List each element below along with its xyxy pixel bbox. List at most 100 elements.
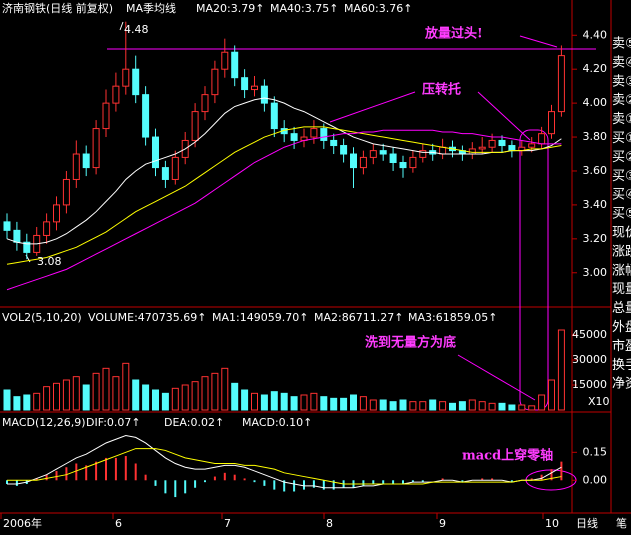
candle-body xyxy=(3,221,11,231)
sidebar-label: 买⑤ xyxy=(612,207,631,222)
volume-bar xyxy=(409,401,417,411)
annotation: 放量过头! xyxy=(424,26,483,42)
candle-body xyxy=(53,204,60,223)
indicator-line xyxy=(6,97,562,245)
sidebar-label: 卖③ xyxy=(612,74,631,89)
candle-body xyxy=(330,139,338,147)
annotation: 洗到无量方为底 xyxy=(365,335,456,351)
y-tick-label: 45000 xyxy=(572,328,607,341)
volume-bar xyxy=(439,401,447,411)
legend-entry: DIF:0.07↑ xyxy=(86,416,141,429)
annotation: 压转托 xyxy=(422,82,461,98)
volume-bar xyxy=(62,379,70,411)
candle-body xyxy=(340,145,348,155)
candle-body xyxy=(290,133,298,141)
volume-bar xyxy=(350,394,357,411)
volume-bar xyxy=(72,376,80,411)
x-tick-label: 8 xyxy=(326,517,333,530)
y-tick-label: 30000 xyxy=(572,353,607,366)
volume-bar xyxy=(528,405,536,411)
volume-bar xyxy=(270,391,278,411)
volume-bar xyxy=(112,376,120,411)
unit-label: X10 xyxy=(588,395,610,408)
y-tick-label: 4.40 xyxy=(583,28,608,41)
volume-bar xyxy=(82,384,90,411)
candle-body xyxy=(82,153,90,169)
volume-bar xyxy=(488,402,496,411)
volume-bar xyxy=(280,392,288,411)
candle-body xyxy=(221,51,229,70)
legend-entry: MA60:3.76↑ xyxy=(344,2,412,15)
candle-body xyxy=(538,133,546,145)
indicator-line xyxy=(6,129,562,291)
volume-bar xyxy=(260,394,268,411)
x-tick-label: 2006年 xyxy=(3,516,42,530)
candle-body xyxy=(350,153,357,169)
volume-bar xyxy=(300,394,308,411)
volume-bar xyxy=(181,384,189,411)
candle-body xyxy=(548,111,555,135)
volume-bar xyxy=(478,401,486,411)
candle-body xyxy=(359,156,367,169)
volume-bar xyxy=(330,397,338,411)
volume-bar xyxy=(548,379,555,411)
candle-body xyxy=(112,85,120,104)
candle-body xyxy=(13,229,21,243)
sidebar-label: 卖④ xyxy=(612,55,631,70)
sidebar-label: 买② xyxy=(612,150,631,165)
candle-body xyxy=(310,128,318,138)
volume-bar xyxy=(419,401,427,411)
candle-body xyxy=(439,146,447,155)
x-tick-label: 10 xyxy=(545,517,559,530)
volume-bar xyxy=(92,372,100,411)
candle-body xyxy=(92,128,100,169)
candle-body xyxy=(528,143,536,148)
volume-bar xyxy=(310,392,318,411)
candle-body xyxy=(161,167,169,180)
status-tab[interactable]: 笔 xyxy=(616,516,627,530)
status-tab[interactable]: 日线 xyxy=(576,516,598,530)
legend-entry: VOLUME:470735.69↑ xyxy=(88,311,206,324)
y-tick-label: 3.40 xyxy=(583,198,608,211)
volume-bar xyxy=(13,396,21,411)
volume-bar xyxy=(132,379,140,411)
sidebar-label: 涨幅 xyxy=(612,263,631,278)
sidebar-label: 市盈 xyxy=(612,338,631,354)
volume-bar xyxy=(3,389,11,411)
annotation: macd上穿零轴 xyxy=(462,448,553,464)
volume-bar xyxy=(231,382,239,411)
candle-body xyxy=(43,221,51,236)
candle-body xyxy=(389,153,397,163)
y-tick-label: 3.20 xyxy=(583,232,608,245)
candle-body xyxy=(122,68,130,87)
candle-body xyxy=(498,139,506,147)
legend-entry: MA2:86711.27↑ xyxy=(314,311,403,324)
pointer xyxy=(119,21,124,31)
volume-bar xyxy=(399,399,407,411)
candle-body xyxy=(132,68,140,96)
candle-body xyxy=(409,156,417,169)
volume-bar xyxy=(201,376,209,411)
candle-body xyxy=(419,150,427,158)
candle-body xyxy=(72,153,80,180)
candle-body xyxy=(142,94,150,138)
volume-bar xyxy=(557,329,565,411)
y-tick-label: 4.20 xyxy=(583,62,608,75)
y-tick-label: 3.00 xyxy=(583,266,608,279)
volume-bar xyxy=(43,386,51,411)
volume-bar xyxy=(33,392,41,411)
volume-bar xyxy=(389,401,397,411)
volume-bar xyxy=(142,384,150,411)
volume-bar xyxy=(211,372,219,411)
sidebar-label: 涨跌 xyxy=(612,243,631,259)
volume-bar xyxy=(449,402,456,411)
arrow xyxy=(477,91,531,141)
sidebar-label: 现价 xyxy=(612,226,631,241)
sidebar-label: 卖⑤ xyxy=(612,37,631,52)
volume-bar xyxy=(538,394,546,411)
sidebar-label: 现量 xyxy=(612,282,631,297)
candle-body xyxy=(251,85,258,91)
x-tick-label: 9 xyxy=(439,517,446,530)
legend-entry: MA20:3.79↑ xyxy=(196,2,264,15)
sidebar-label: 卖① xyxy=(612,112,631,127)
